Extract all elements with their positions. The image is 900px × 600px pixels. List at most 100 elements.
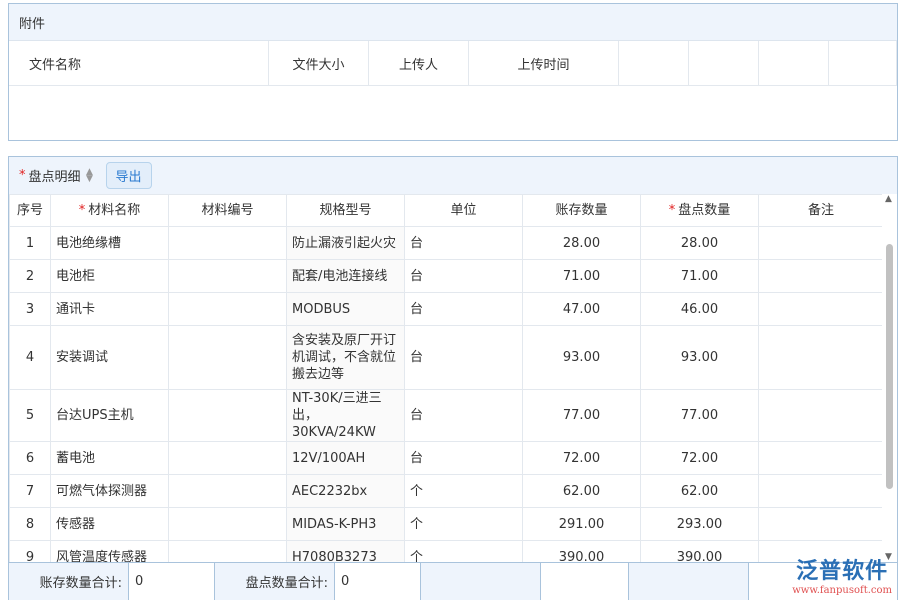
material-code-cell [168, 389, 287, 442]
row-index-cell: 2 [9, 259, 51, 293]
column-header[interactable]: 序号 [9, 194, 51, 227]
stock-qty-cell: 71.00 [522, 259, 641, 293]
unit-cell: 台 [404, 259, 523, 293]
sort-icon[interactable]: ▲ ▼ [86, 166, 93, 184]
stock-qty-cell: 62.00 [522, 474, 641, 508]
unit-cell: 个 [404, 474, 523, 508]
spec-cell: 配套/电池连接线 [286, 259, 405, 293]
column-header[interactable]: 规格型号 [286, 194, 405, 227]
remark-cell [758, 226, 884, 260]
spec-cell: 含安装及原厂开订机调试，不含就位搬去边等 [286, 325, 405, 390]
count-total-value: 0 [335, 563, 421, 600]
row-index-cell: 7 [9, 474, 51, 508]
stock-qty-cell: 72.00 [522, 441, 641, 475]
footer-cell [629, 563, 749, 600]
column-header-label: 序号 [16, 203, 43, 218]
scroll-down-icon[interactable]: ▼ [885, 552, 892, 562]
material-code-cell [168, 441, 287, 475]
unit-cell: 台 [404, 441, 523, 475]
export-button[interactable]: 导出 [105, 162, 152, 189]
row-index-cell: 6 [9, 441, 51, 475]
table-row[interactable]: 4 安装调试 含安装及原厂开订机调试，不含就位搬去边等台 93.00 93.00 [9, 325, 884, 390]
material-name-cell: 安装调试 [50, 325, 169, 390]
remark-cell [758, 259, 884, 293]
stock-qty-cell: 93.00 [522, 325, 641, 390]
column-header-label: 单位 [450, 203, 477, 218]
count-qty-cell: 46.00 [640, 292, 759, 326]
material-code-cell [168, 226, 287, 260]
attachments-column-header [829, 41, 897, 85]
scrollbar-thumb[interactable] [886, 244, 893, 489]
spec-cell: AEC2232bx [286, 474, 405, 508]
unit-cell: 台 [404, 226, 523, 260]
count-qty-cell: 293.00 [640, 507, 759, 541]
column-header-label: 账存数量 [555, 203, 608, 218]
column-header[interactable]: * 材料名称 [50, 194, 169, 227]
table-row[interactable]: 6 蓄电池 12V/100AH 台 72.00 72.00 [9, 441, 884, 475]
table-row[interactable]: 2 电池柜 配套/电池连接线台 71.00 71.00 [9, 259, 884, 293]
attachments-column-header: 上传时间 [469, 41, 619, 85]
row-index-cell: 5 [9, 389, 51, 442]
row-index-cell: 3 [9, 292, 51, 326]
row-index-cell: 4 [9, 325, 51, 390]
footer-cell [541, 563, 629, 600]
remark-cell [758, 325, 884, 390]
material-code-cell [168, 474, 287, 508]
column-header[interactable]: 账存数量 [522, 194, 641, 227]
stock-total-label: 账存数量合计: [9, 563, 129, 600]
unit-cell: 台 [404, 389, 523, 442]
detail-panel: * 盘点明细 ▲ ▼ 导出 序号 * 材料名称 材料编号 规格型号 单位 账存数量 * 盘点数量备… [8, 156, 898, 600]
spec-cell: 12V/100AH [286, 441, 405, 475]
material-name-cell: 电池柜 [50, 259, 169, 293]
scroll-up-icon[interactable]: ▲ [885, 194, 892, 204]
column-header[interactable]: * 盘点数量 [640, 194, 759, 227]
spec-cell: MIDAS-K-PH3 [286, 507, 405, 541]
material-code-cell [168, 325, 287, 390]
material-name-cell: 通讯卡 [50, 292, 169, 326]
column-header[interactable]: 单位 [404, 194, 523, 227]
stock-total-value: 0 [129, 563, 215, 600]
totals-bar: 账存数量合计: 0 盘点数量合计: 0 [9, 562, 897, 600]
attachments-title: 附件 [9, 4, 897, 41]
column-header[interactable]: 备注 [758, 194, 884, 227]
table-row[interactable]: 8 传感器 MIDAS-K-PH3 个 291.00 293.00 [9, 507, 884, 541]
stock-qty-cell: 291.00 [522, 507, 641, 541]
row-index-cell: 1 [9, 226, 51, 260]
column-header-label: 材料编号 [201, 203, 254, 218]
material-name-cell: 传感器 [50, 507, 169, 541]
detail-toolbar: * 盘点明细 ▲ ▼ 导出 [9, 157, 897, 194]
required-mark: * [668, 203, 676, 218]
spec-cell: NT-30K/三进三出，30KVA/24KW [286, 389, 405, 442]
column-header-label: 备注 [807, 203, 834, 218]
scrollbar[interactable]: ▲ ▼ [882, 194, 897, 562]
count-qty-cell: 62.00 [640, 474, 759, 508]
material-name-cell: 蓄电池 [50, 441, 169, 475]
unit-cell: 台 [404, 292, 523, 326]
column-header-label: 规格型号 [319, 203, 372, 218]
table-row[interactable]: 3 通讯卡 MODBUS 台 47.00 46.00 [9, 292, 884, 326]
material-name-cell: 可燃气体探测器 [50, 474, 169, 508]
unit-cell: 个 [404, 507, 523, 541]
footer-cell [421, 563, 541, 600]
count-qty-cell: 77.00 [640, 389, 759, 442]
remark-cell [758, 507, 884, 541]
table-row[interactable]: 5 台达UPS主机 NT-30K/三进三出，30KVA/24KW 台 77.00 77.0… [9, 389, 884, 442]
unit-cell: 台 [404, 325, 523, 390]
stock-qty-cell: 28.00 [522, 226, 641, 260]
count-total-label: 盘点数量合计: [215, 563, 335, 600]
stock-qty-cell: 77.00 [522, 389, 641, 442]
column-header[interactable]: 材料编号 [168, 194, 287, 227]
table-row[interactable]: 1 电池绝缘槽 防止漏液引起火灾台 28.00 28.00 [9, 226, 884, 260]
attachments-column-header: 文件名称 [9, 41, 269, 85]
count-qty-cell: 28.00 [640, 226, 759, 260]
required-mark: * [19, 168, 26, 183]
column-header-label: 盘点数量 [678, 203, 731, 218]
table-row[interactable]: 7 可燃气体探测器 AEC2232bx 个 62.00 62.00 [9, 474, 884, 508]
material-name-cell: 台达UPS主机 [50, 389, 169, 442]
material-name-cell: 电池绝缘槽 [50, 226, 169, 260]
row-index-cell: 8 [9, 507, 51, 541]
attachments-panel: 附件 文件名称 文件大小 上传人 上传时间 [8, 3, 898, 141]
attachments-column-header [689, 41, 759, 85]
spec-cell: 防止漏液引起火灾 [286, 226, 405, 260]
remark-cell [758, 441, 884, 475]
